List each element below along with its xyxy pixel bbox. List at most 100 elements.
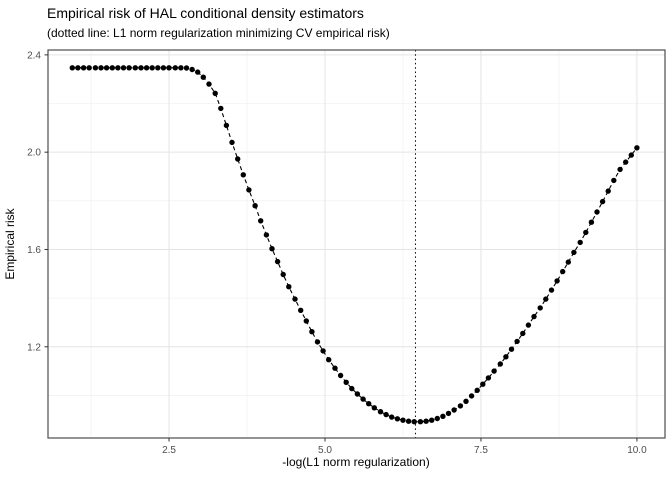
- data-point: [263, 232, 270, 238]
- data-point: [337, 372, 344, 379]
- data-point: [143, 65, 150, 71]
- data-point: [628, 152, 634, 158]
- data-point: [634, 145, 640, 151]
- data-point: [320, 348, 326, 354]
- series-line: [72, 67, 638, 423]
- data-point: [155, 65, 161, 71]
- data-point: [617, 166, 623, 173]
- data-point: [314, 339, 321, 345]
- data-point: [98, 65, 104, 71]
- data-point: [212, 90, 218, 97]
- chart-title: Empirical risk of HAL conditional densit…: [47, 5, 364, 21]
- data-point: [411, 419, 417, 425]
- data-point: [451, 407, 457, 413]
- x-tick-label: 7.5: [474, 445, 488, 456]
- data-point: [445, 410, 452, 417]
- data-point: [565, 259, 571, 265]
- y-axis-title: Empirical risk: [3, 207, 17, 279]
- data-point: [366, 401, 372, 407]
- data-point: [423, 418, 429, 424]
- data-point: [172, 65, 178, 71]
- data-point: [103, 65, 110, 71]
- data-point: [274, 258, 281, 265]
- data-point: [149, 65, 155, 71]
- data-point: [75, 65, 81, 71]
- data-point: [503, 354, 509, 360]
- x-tick-label: 2.5: [162, 445, 176, 456]
- data-point: [206, 81, 212, 87]
- data-point: [371, 405, 377, 411]
- data-point: [405, 418, 412, 424]
- data-point: [183, 65, 190, 71]
- data-point: [160, 65, 167, 71]
- data-point: [560, 268, 566, 275]
- x-axis-title: -log(L1 norm regularization): [282, 455, 429, 469]
- data-point: [474, 387, 480, 393]
- data-point: [543, 296, 549, 302]
- data-point: [394, 416, 401, 422]
- data-point: [292, 296, 298, 302]
- data-point: [360, 396, 366, 402]
- data-point: [434, 415, 440, 422]
- data-point: [269, 246, 275, 252]
- data-point: [235, 156, 241, 162]
- data-point: [80, 65, 87, 71]
- panel-background: [48, 50, 665, 438]
- data-point: [548, 287, 555, 293]
- data-point: [309, 329, 315, 335]
- data-point: [531, 313, 537, 320]
- data-point: [525, 322, 532, 328]
- data-point: [120, 65, 127, 71]
- data-point: [383, 411, 389, 418]
- data-point: [508, 346, 515, 352]
- data-point: [537, 305, 543, 311]
- data-point: [178, 65, 184, 71]
- data-point: [332, 365, 338, 371]
- data-point: [189, 66, 195, 73]
- data-point: [126, 65, 132, 71]
- data-point: [514, 338, 520, 345]
- plot-panel: 2.5 5.0 7.5 10.0 2.4 2.0 1.6 1.2: [27, 49, 666, 456]
- panel-border: [47, 49, 666, 439]
- y-tick-label: 1.2: [27, 342, 41, 353]
- data-point: [577, 239, 583, 246]
- data-point: [280, 271, 286, 278]
- y-tick-label: 1.6: [27, 245, 41, 256]
- x-tick-label: 5.0: [318, 445, 332, 456]
- data-point: [429, 417, 435, 423]
- data-point: [594, 209, 600, 215]
- data-point: [491, 368, 497, 374]
- data-point: [554, 278, 560, 284]
- chart-subtitle: (dotted line: L1 norm regularization min…: [47, 26, 390, 40]
- data-point: [605, 188, 611, 194]
- data-point: [463, 398, 469, 404]
- data-point: [166, 65, 172, 71]
- data-point: [200, 74, 206, 80]
- data-point: [223, 122, 230, 129]
- data-point: [611, 177, 617, 184]
- data-point: [343, 379, 349, 385]
- data-point: [623, 159, 629, 165]
- data-point: [468, 393, 475, 399]
- data-point: [520, 330, 526, 337]
- data-point: [195, 69, 201, 75]
- data-point: [326, 357, 332, 363]
- data-point: [218, 105, 224, 112]
- data-point: [485, 375, 492, 381]
- data-point: [86, 65, 92, 71]
- data-point: [252, 203, 258, 209]
- data-point: [377, 409, 384, 415]
- x-tick-label: 10.0: [627, 445, 647, 456]
- data-point: [229, 139, 235, 146]
- data-point: [599, 198, 606, 205]
- y-tick-label: 2.4: [27, 50, 41, 61]
- data-point: [417, 419, 424, 425]
- data-point: [115, 65, 121, 71]
- data-point: [240, 172, 246, 178]
- data-point: [583, 229, 589, 236]
- data-point: [400, 417, 406, 423]
- data-point: [354, 391, 361, 397]
- data-point: [349, 385, 355, 392]
